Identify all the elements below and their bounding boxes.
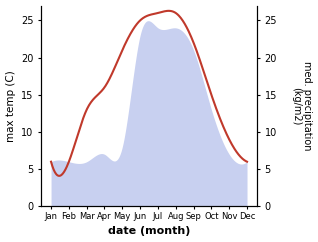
Y-axis label: med. precipitation
(kg/m2): med. precipitation (kg/m2): [291, 61, 313, 151]
Y-axis label: max temp (C): max temp (C): [5, 70, 16, 142]
X-axis label: date (month): date (month): [108, 227, 190, 236]
